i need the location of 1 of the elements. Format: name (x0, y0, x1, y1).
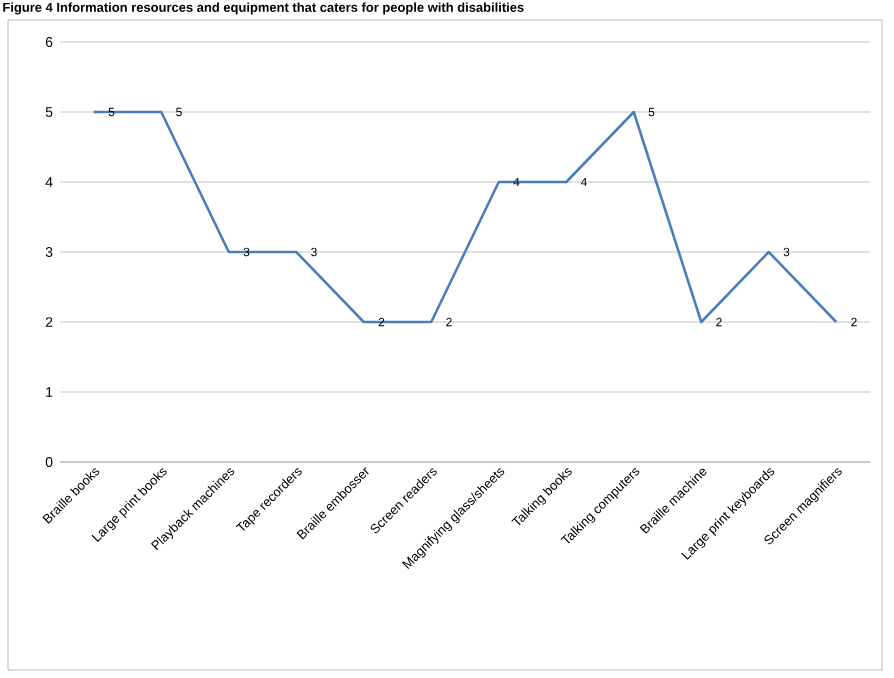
line-series (92, 110, 838, 324)
